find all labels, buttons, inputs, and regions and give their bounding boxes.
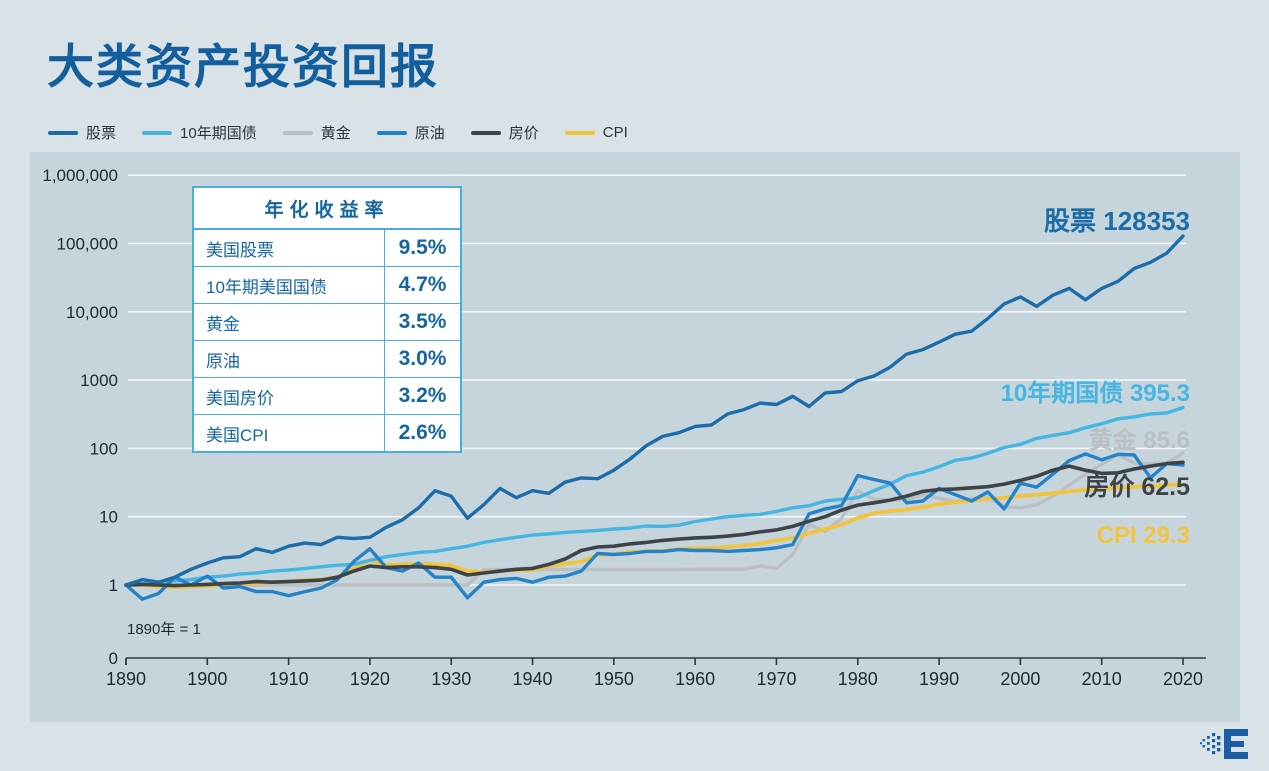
table-row: 黄金 3.5% [193, 303, 461, 341]
x-tick-label: 1970 [756, 669, 796, 689]
line-crude-oil [124, 452, 1185, 601]
asset-name-cell: 美国股票 [193, 228, 385, 267]
line-gold [124, 451, 1185, 587]
x-tick-label: 2020 [1163, 669, 1203, 689]
end-label-cpi: CPI 29.3 [1096, 522, 1190, 549]
x-tick-label: 1990 [919, 669, 959, 689]
line-stocks [124, 234, 1185, 587]
asset-name-cell: 黄金 [193, 303, 385, 341]
x-tick-label: 1890 [106, 669, 146, 689]
asset-name-cell: 原油 [193, 340, 385, 378]
x-tick-label: 1930 [431, 669, 471, 689]
x-tick-label: 1900 [187, 669, 227, 689]
end-label-treasury10y: 10年期国债 395.3 [1000, 380, 1190, 407]
y-tick-label: 1000 [80, 371, 118, 390]
x-tick-label: 1920 [350, 669, 390, 689]
x-tick-label: 2010 [1082, 669, 1122, 689]
y-tick-label: 10 [99, 508, 118, 527]
return-value-cell: 3.5% [384, 303, 461, 341]
base-year-note: 1890年 = 1 [127, 621, 201, 638]
y-tick-label-zero: 0 [109, 649, 118, 668]
return-value-cell: 3.2% [384, 377, 461, 415]
return-value-cell: 3.0% [384, 340, 461, 378]
table-row: 美国房价 3.2% [193, 377, 461, 415]
legend-label: 原油 [414, 125, 445, 142]
end-label-gold: 黄金 85.6 [1088, 427, 1190, 454]
x-tick-label: 2000 [1000, 669, 1040, 689]
y-tick-label: 1,000,000 [42, 166, 118, 185]
legend-swatch-gold [282, 130, 313, 135]
y-tick-label: 1 [109, 576, 118, 595]
publisher-logo-icon [1200, 729, 1248, 759]
x-tick-label: 1960 [675, 669, 715, 689]
legend-swatch-treasury10y [142, 130, 173, 135]
annualized-return-table: 年化收益率 美国股票 9.5% 10年期美国国债 4.7% 黄金 3.5% 原油 3.0% 美国… [192, 186, 462, 453]
table-header: 年化收益率 [193, 187, 461, 230]
table-row: 原油 3.0% [193, 340, 461, 378]
legend-item-house-price: 房价 [470, 122, 539, 143]
asset-name-cell: 10年期美国国债 [193, 266, 385, 304]
legend-label: 黄金 [320, 125, 351, 142]
table-row: 美国CPI 2.6% [193, 414, 461, 452]
legend-item-gold: 黄金 [282, 122, 351, 143]
legend-swatch-stocks [48, 130, 78, 135]
line-house-price [124, 460, 1185, 588]
legend-item-cpi: CPI [564, 124, 628, 141]
legend-swatch-house-price [470, 130, 501, 135]
end-label-stocks: 股票 128353 [1044, 206, 1190, 236]
legend-label: 房价 [508, 125, 539, 142]
x-tick-label: 1980 [838, 669, 878, 689]
legend-label: 10年期国债 [180, 125, 257, 142]
end-label-house-price: 房价 62.5 [1084, 473, 1190, 501]
return-value-cell: 4.7% [384, 266, 461, 304]
legend-swatch-crude-oil [376, 130, 407, 135]
y-tick-label: 100 [90, 439, 118, 458]
return-value-cell: 2.6% [384, 414, 461, 452]
x-tick-label: 1910 [269, 669, 309, 689]
legend-label: CPI [602, 124, 628, 141]
y-tick-label: 100,000 [57, 235, 118, 254]
legend-item-treasury10y: 10年期国债 [142, 122, 257, 143]
y-tick-label: 10,000 [66, 303, 118, 322]
legend-item-crude-oil: 原油 [376, 122, 445, 143]
legend-label: 股票 [86, 125, 117, 142]
logo-dots [1200, 733, 1221, 755]
x-tick-label: 1940 [513, 669, 553, 689]
asset-name-cell: 美国CPI [193, 414, 385, 452]
table-row: 美国股票 9.5% [193, 228, 461, 267]
table-body: 美国股票 9.5% 10年期美国国债 4.7% 黄金 3.5% 原油 3.0% 美国房价 3.2%… [193, 228, 461, 452]
x-tick-label: 1950 [594, 669, 634, 689]
return-value-cell: 9.5% [384, 228, 461, 267]
legend: 股票 10年期国债 黄金 原油 房价 CPI [48, 122, 628, 143]
legend-swatch-cpi [564, 130, 595, 135]
asset-name-cell: 美国房价 [193, 377, 385, 415]
line-treasury10y [124, 405, 1185, 587]
table-row: 10年期美国国债 4.7% [193, 266, 461, 304]
legend-item-stocks: 股票 [48, 122, 116, 143]
page-title: 大类资产投资回报 [47, 40, 439, 93]
